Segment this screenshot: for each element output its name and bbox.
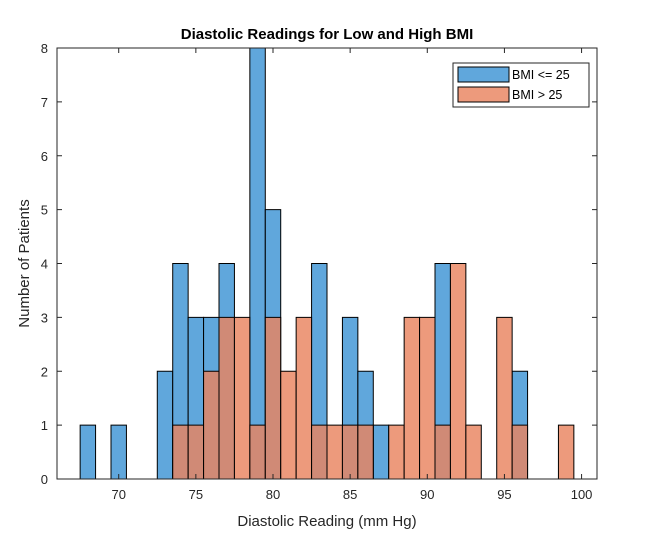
bar-series-1-bin-31 xyxy=(557,424,575,480)
bar-series-1-bin-10 xyxy=(233,316,251,480)
bar-series-1-bin-27 xyxy=(496,316,513,480)
bar-series-1-bin-8 xyxy=(203,370,220,480)
y-tick-label: 7 xyxy=(41,95,48,110)
legend: BMI <= 25 BMI > 25 xyxy=(452,62,590,108)
bar-series-1-bin-16 xyxy=(326,424,343,480)
bar-series-1-bin-14 xyxy=(295,316,313,480)
bar-series-1-bin-15 xyxy=(311,424,328,480)
y-axis-title: Number of Patients xyxy=(16,199,33,327)
chart-title: Diastolic Readings for Low and High BMI xyxy=(181,26,474,43)
bar-series-1-bin-24 xyxy=(449,263,467,480)
y-tick-label: 0 xyxy=(41,472,48,487)
x-tick-label: 95 xyxy=(497,487,511,502)
bar-series-1-bin-21 xyxy=(403,316,421,480)
bar-series-1-bin-6 xyxy=(172,424,189,480)
bar-series-1-bin-23 xyxy=(434,424,451,480)
bar-series-1-bin-20 xyxy=(388,424,405,480)
bar-series-1-bin-18 xyxy=(357,424,374,480)
bar-series-0-bin-5 xyxy=(156,370,174,480)
axes-layer: 70 75 80 85 90 95 100 0 1 2 3 4 5 6 7 8 xyxy=(41,41,598,502)
y-tick-label: 5 xyxy=(41,203,48,218)
y-tick-label: 2 xyxy=(41,364,48,379)
legend-swatch-bmi-high xyxy=(457,86,510,103)
x-tick-label: 80 xyxy=(266,487,280,502)
x-tick-label: 85 xyxy=(343,487,357,502)
y-tick-label: 1 xyxy=(41,418,48,433)
bar-series-0-bin-0 xyxy=(79,424,97,480)
y-tick-label: 3 xyxy=(41,310,48,325)
y-tick-label: 6 xyxy=(41,149,48,164)
bar-series-0-bin-11 xyxy=(249,47,266,480)
bar-series-1-bin-22 xyxy=(419,316,436,480)
x-tick-label: 75 xyxy=(189,487,203,502)
bar-series-1-bin-12 xyxy=(264,316,282,480)
legend-label-bmi-low: BMI <= 25 xyxy=(512,68,570,82)
y-tick-label: 4 xyxy=(41,257,48,272)
bar-series-1-bin-7 xyxy=(187,424,205,480)
x-tick-label: 70 xyxy=(111,487,125,502)
x-tick-label: 90 xyxy=(420,487,434,502)
bar-series-1-bin-25 xyxy=(465,424,482,480)
bar-series-1-bin-11 xyxy=(249,424,266,480)
bar-series-0-bin-19 xyxy=(372,424,390,480)
bar-series-1-bin-13 xyxy=(280,370,297,480)
legend-label-bmi-high: BMI > 25 xyxy=(512,88,562,102)
bars-layer xyxy=(57,47,597,480)
x-tick-label: 100 xyxy=(571,487,593,502)
y-tick-label: 8 xyxy=(41,41,48,56)
bar-series-0-bin-2 xyxy=(110,424,127,480)
legend-swatch-bmi-low xyxy=(457,66,510,83)
bar-series-1-bin-28 xyxy=(511,424,529,480)
bar-series-1-bin-9 xyxy=(218,316,235,480)
bar-series-1-bin-17 xyxy=(341,424,359,480)
x-axis-title: Diastolic Reading (mm Hg) xyxy=(237,513,416,530)
